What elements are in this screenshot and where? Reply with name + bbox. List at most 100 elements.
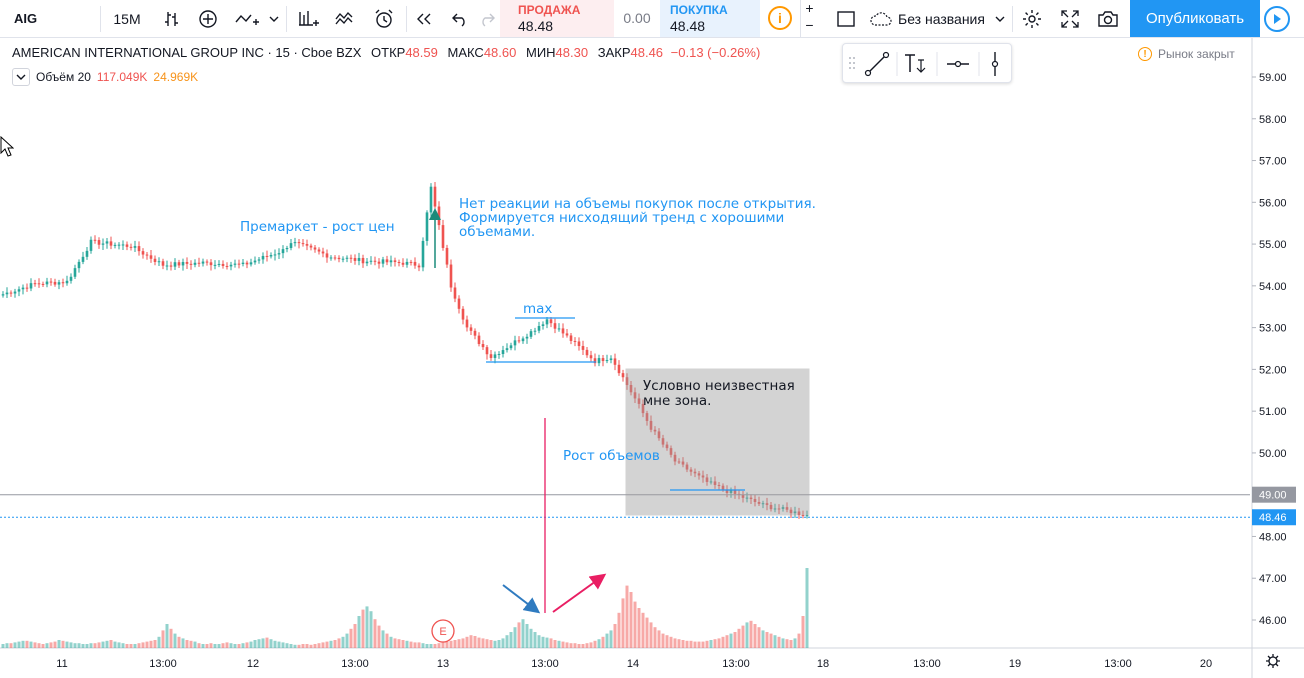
volume-bar [209, 643, 213, 648]
price-chart[interactable]: E Премаркет - рост цен Нет реакции на объе… [0, 38, 1304, 678]
candle-body [209, 262, 213, 266]
layout-name[interactable]: Без названия [898, 10, 985, 27]
minus-button[interactable]: − [805, 17, 814, 33]
volume-bar [185, 640, 189, 648]
candle-body [357, 257, 361, 261]
buy-button[interactable]: ПОКУПКА 48.48 [660, 0, 760, 37]
volume-bar [453, 640, 457, 648]
candle-body [425, 212, 429, 241]
indicators-icon[interactable] [292, 0, 324, 37]
quantity-stepper[interactable]: + − [800, 0, 818, 37]
horizontal-line-icon[interactable] [947, 60, 969, 68]
volume-bar [573, 643, 577, 648]
play-icon[interactable] [1264, 6, 1290, 32]
candle-body [213, 264, 217, 266]
volume-bar [353, 624, 357, 648]
volume-bar [441, 642, 445, 648]
volume-ma-value: 24.969K [153, 70, 199, 84]
candle-body [97, 240, 101, 245]
price-tick-label: 58.00 [1259, 114, 1287, 126]
trade-panel: ПРОДАЖА 48.48 0.00 ПОКУПКА 48.48 [500, 0, 760, 37]
market-status[interactable]: ! Рынок закрыт [1138, 47, 1235, 61]
chevron-down-icon[interactable] [992, 0, 1008, 37]
annotation-premarket: Премаркет - рост цен [240, 219, 395, 235]
candle-body [353, 258, 357, 261]
symbol-search-button[interactable]: AIG [14, 11, 38, 26]
trend-line-icon[interactable] [864, 51, 890, 77]
volume-bar [77, 643, 81, 648]
candle-body [749, 497, 753, 500]
volume-bar [405, 640, 409, 648]
compare-icon[interactable] [230, 0, 264, 37]
candle-body [537, 326, 541, 331]
volume-bar [561, 641, 565, 648]
time-tick-label: 19 [1009, 658, 1021, 670]
volume-bar [301, 644, 305, 648]
top-toolbar: AIG 15M ПРОДАЖА 48.48 0.00 ПОКУПКА [0, 0, 1304, 38]
settings-icon[interactable] [1018, 0, 1046, 37]
candle-body [653, 429, 657, 432]
candle-body [317, 249, 321, 252]
candle-body [781, 507, 785, 509]
interval-button[interactable]: 15M [113, 10, 141, 27]
candle-body [397, 262, 401, 264]
candle-body [745, 497, 749, 499]
volume-bar [673, 638, 677, 648]
candle-body [413, 261, 417, 266]
candle-body [765, 503, 769, 505]
undo-icon[interactable] [446, 0, 474, 37]
volume-bar [633, 601, 637, 648]
volume-bar [105, 640, 109, 648]
candle-body [689, 469, 693, 472]
drag-handle-icon[interactable] [849, 57, 855, 69]
candle-body [205, 261, 209, 263]
plus-button[interactable]: + [805, 0, 814, 16]
fullscreen-icon[interactable] [1056, 0, 1084, 37]
templates-icon[interactable] [330, 0, 362, 37]
vertical-line-icon[interactable] [991, 52, 999, 76]
camera-icon[interactable] [1094, 0, 1122, 37]
candle-body [265, 255, 269, 257]
candle-body [757, 501, 761, 504]
volume-bar [793, 638, 797, 648]
volume-bar [521, 619, 525, 648]
candle-body [489, 354, 493, 358]
sell-button[interactable]: ПРОДАЖА 48.48 [500, 0, 614, 37]
candle-body [657, 431, 661, 439]
volume-bar [137, 643, 141, 648]
price-tick-label: 57.00 [1259, 156, 1287, 168]
volume-bar [709, 640, 713, 648]
volume-bar [701, 641, 705, 648]
candle-body [701, 475, 705, 478]
candle-body [33, 283, 37, 285]
time-tick-label: 13 [437, 658, 449, 670]
volume-bar [609, 630, 613, 648]
alert-icon[interactable] [368, 0, 400, 37]
volume-bar [637, 608, 641, 648]
candle-body [721, 485, 725, 490]
bar-style-icon[interactable] [158, 0, 186, 37]
axis-settings-icon[interactable] [1266, 654, 1280, 668]
volume-bar [337, 638, 341, 648]
candle-body [561, 328, 565, 334]
volume-bar [329, 640, 333, 648]
candle-body [753, 499, 757, 502]
layout-icon[interactable] [832, 0, 860, 37]
chevron-down-icon[interactable] [266, 0, 282, 37]
volume-bar [65, 641, 69, 648]
publish-button[interactable]: Опубликовать [1130, 0, 1260, 37]
time-tick-label: 20 [1200, 658, 1212, 670]
text-anchor-icon[interactable] [905, 54, 926, 73]
candle-body [625, 377, 629, 386]
candle-body [221, 263, 225, 266]
volume-bar [357, 616, 361, 648]
volume-bar [33, 642, 37, 648]
volume-bar [149, 640, 153, 648]
candle-body [201, 261, 205, 264]
candle-body [165, 265, 169, 267]
add-indicator-icon[interactable] [194, 0, 222, 37]
info-icon[interactable]: i [768, 6, 792, 30]
candle-body [705, 477, 709, 482]
collapse-legend-button[interactable] [12, 68, 30, 86]
replay-icon[interactable] [410, 0, 438, 37]
